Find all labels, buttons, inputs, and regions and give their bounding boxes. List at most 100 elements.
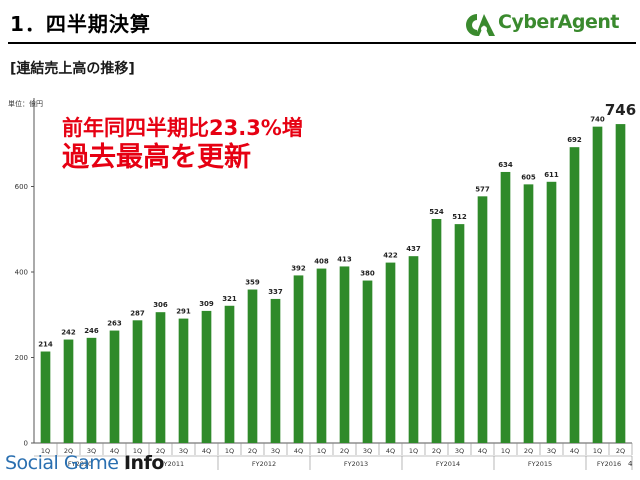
fiscal-year-label: FY2016	[597, 460, 621, 468]
bar-value-label: 337	[268, 288, 283, 296]
quarter-tick-label: 4Q	[202, 447, 211, 455]
y-tick-label: 400	[15, 269, 28, 277]
fiscal-year-label: FY2010	[68, 460, 92, 468]
bar	[385, 262, 396, 443]
fiscal-year-label: FY2011	[160, 460, 184, 468]
bar	[615, 124, 626, 444]
quarter-tick-label: 1Q	[593, 447, 602, 455]
bar-value-label: 246	[84, 327, 99, 335]
bar-value-label: 524	[429, 208, 444, 216]
bar	[431, 218, 442, 443]
fiscal-year-label: FY2015	[528, 460, 552, 468]
quarter-tick-label: 2Q	[64, 447, 73, 455]
unit-label: 単位：億円	[8, 100, 43, 108]
bar-value-label: 577	[475, 185, 490, 193]
quarter-tick-label: 3Q	[87, 447, 96, 455]
headline-record: 過去最高を更新	[62, 142, 251, 174]
bar	[201, 310, 212, 443]
quarter-tick-label: 2Q	[524, 447, 533, 455]
page-title: 1．四半期決算	[10, 12, 151, 36]
bar	[500, 171, 511, 443]
bar-value-label: 512	[452, 213, 467, 221]
bar-value-label: 306	[153, 301, 168, 309]
bar-value-label: 740	[590, 116, 605, 124]
y-tick-label: 600	[15, 183, 28, 191]
bar	[40, 351, 51, 443]
bar-value-label: 242	[61, 329, 76, 337]
logo-text: CyberAgent	[498, 11, 620, 33]
quarter-tick-label: 1Q	[41, 447, 50, 455]
bar	[63, 339, 74, 443]
bar	[86, 337, 97, 443]
quarter-tick-label: 2Q	[616, 447, 625, 455]
title-divider	[8, 42, 636, 44]
y-tick-label: 0	[24, 440, 28, 448]
bar-value-label: 692	[567, 136, 582, 144]
quarter-tick-label: 1Q	[317, 447, 326, 455]
quarter-tick-label: 2Q	[340, 447, 349, 455]
bar-value-label: 605	[521, 173, 536, 181]
bar	[339, 266, 350, 443]
quarter-tick-label: 1Q	[501, 447, 510, 455]
page-number: 4	[628, 460, 633, 468]
watermark-emphasis: Info	[123, 452, 164, 474]
quarter-tick-label: 2Q	[156, 447, 165, 455]
section-subtitle: [連結売上高の推移]	[10, 61, 135, 77]
bar-value-label: 214	[38, 341, 53, 349]
bar	[523, 184, 534, 444]
bar-value-label: 413	[337, 255, 352, 263]
bar-value-label: 309	[199, 300, 214, 308]
cyberagent-logo: CyberAgent	[462, 8, 637, 42]
bar	[224, 305, 235, 443]
bar-value-label: 422	[383, 252, 398, 260]
quarter-tick-label: 2Q	[432, 447, 441, 455]
quarter-tick-label: 3Q	[547, 447, 556, 455]
quarter-tick-label: 3Q	[455, 447, 464, 455]
bar	[454, 224, 465, 443]
bar	[362, 280, 373, 443]
bar-value-label: 437	[406, 245, 421, 253]
fiscal-year-label: FY2012	[252, 460, 276, 468]
bar	[316, 268, 327, 443]
y-tick-label: 200	[15, 354, 28, 362]
bar-value-label: 408	[314, 258, 329, 266]
bar	[155, 312, 166, 443]
bar-value-label: 263	[107, 320, 122, 328]
quarter-tick-label: 4Q	[294, 447, 303, 455]
bar-value-label: 321	[222, 295, 237, 303]
bar	[178, 318, 189, 443]
fiscal-year-label: FY2014	[436, 460, 460, 468]
bar-value-label: 287	[130, 309, 145, 317]
quarter-tick-label: 3Q	[179, 447, 188, 455]
bar-value-label: 634	[498, 161, 513, 169]
quarter-tick-label: 4Q	[386, 447, 395, 455]
bar-value-label: 291	[176, 308, 191, 316]
quarter-tick-label: 4Q	[478, 447, 487, 455]
bar	[293, 275, 304, 443]
quarter-tick-label: 4Q	[570, 447, 579, 455]
quarter-tick-label: 4Q	[110, 447, 119, 455]
headline-growth: 前年同四半期比23.3%増	[62, 116, 303, 140]
bar-value-label-latest: 746	[605, 101, 636, 119]
cyberagent-logo-mark-icon	[466, 14, 495, 36]
bar	[408, 256, 419, 443]
bar	[270, 298, 281, 443]
fiscal-year-label: FY2013	[344, 460, 368, 468]
bar	[477, 196, 488, 443]
watermark-text: Social Game	[5, 452, 124, 474]
quarter-tick-label: 1Q	[225, 447, 234, 455]
bar	[592, 126, 603, 444]
bar-value-label: 392	[291, 264, 306, 272]
quarter-tick-label: 3Q	[271, 447, 280, 455]
bar	[109, 330, 120, 443]
bar	[569, 147, 580, 444]
quarter-tick-label: 3Q	[363, 447, 372, 455]
headline-callout: 前年同四半期比23.3%増 過去最高を更新	[62, 115, 303, 175]
bar-value-label: 380	[360, 270, 375, 278]
bar-value-label: 611	[544, 171, 559, 179]
bar-value-label: 359	[245, 279, 260, 287]
watermark: Social Game Info	[5, 452, 164, 474]
bar	[132, 320, 143, 443]
quarter-tick-label: 1Q	[409, 447, 418, 455]
